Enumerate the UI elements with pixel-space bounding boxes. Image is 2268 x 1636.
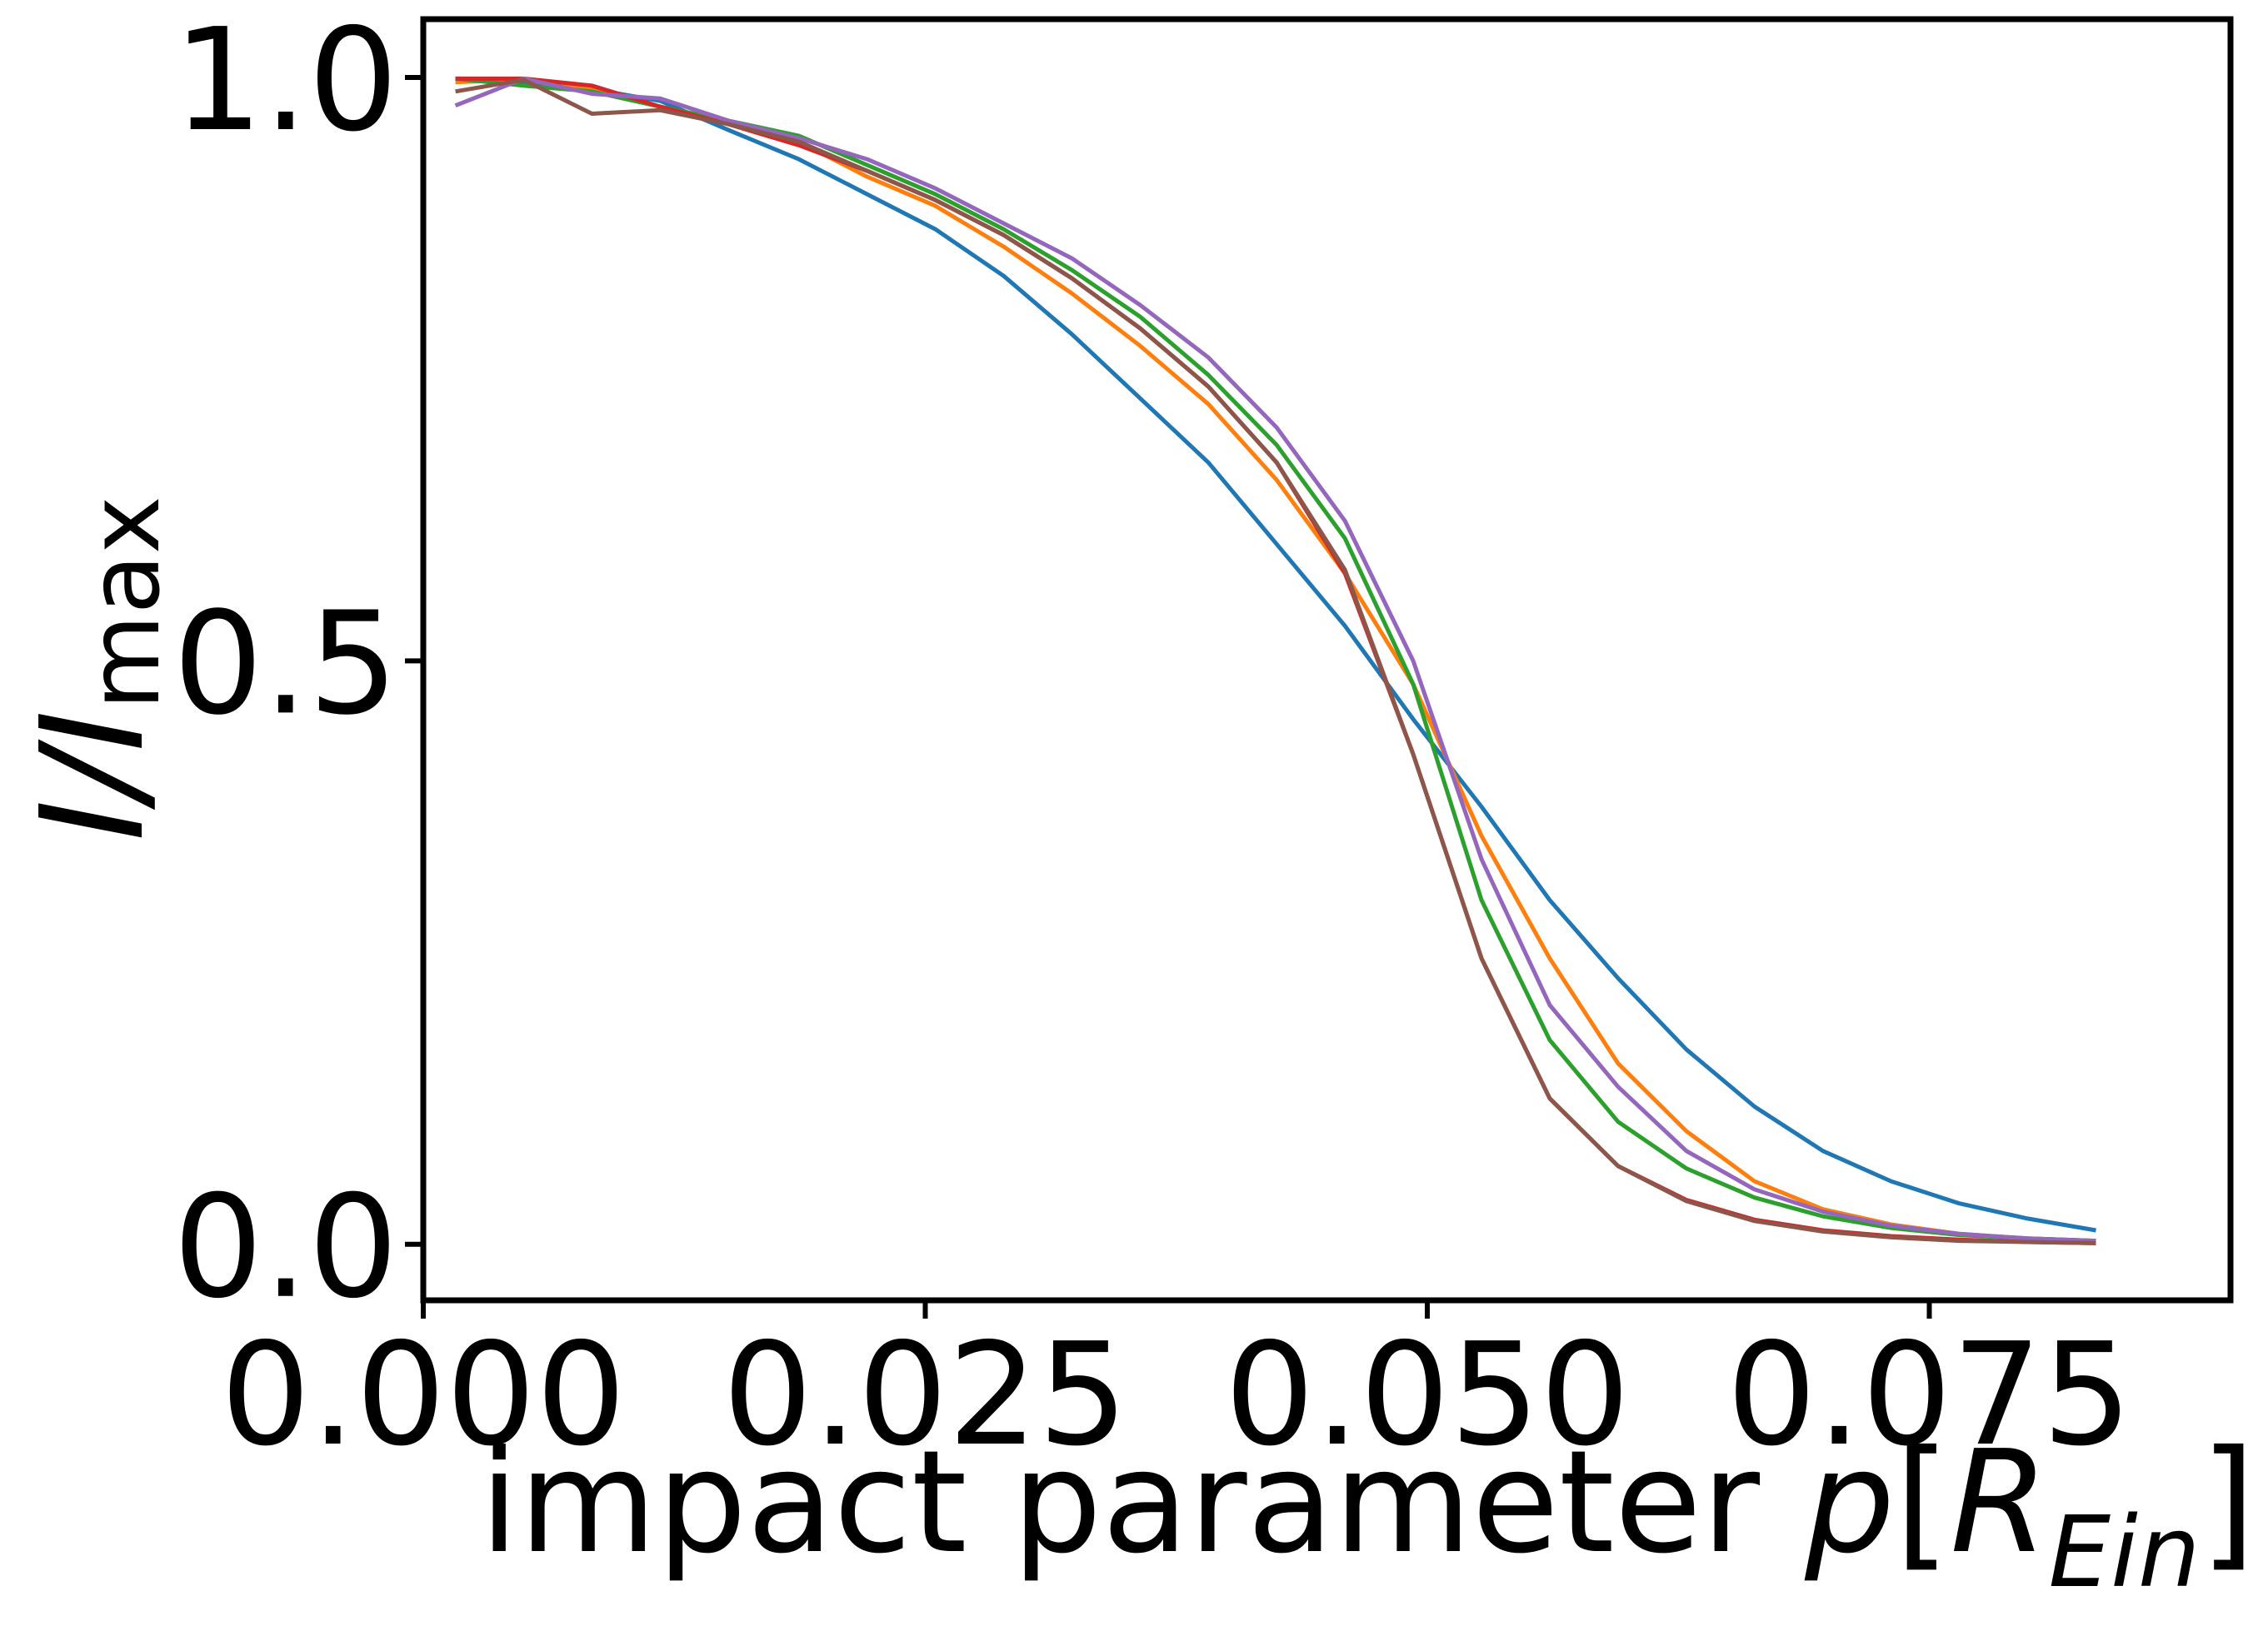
x-axis-title-unit: R — [1950, 1420, 2048, 1585]
x-tick-label: 0.000 — [221, 1313, 627, 1478]
x-axis-title-unit-close: ] — [2201, 1420, 2256, 1585]
plot-frame — [420, 16, 2234, 1304]
y-axis-title: I/Imax — [11, 496, 182, 841]
x-tick-label: 0.025 — [722, 1313, 1128, 1478]
x-axis-title-variable: p — [1804, 1420, 1895, 1585]
series-line-2 — [455, 77, 2096, 1244]
y-tick-label: 0.5 — [173, 581, 398, 746]
y-axis-title-main: I/I — [11, 710, 176, 841]
y-tick-label: 1.0 — [173, 0, 398, 163]
ticks-layer: 0.000 0.025 0.050 0.075 0.0 0.5 1.0 — [173, 0, 2132, 1478]
x-axis-title-unit-open: [ — [1895, 1420, 1950, 1585]
series-line-6 — [455, 77, 2096, 1245]
series-line-5 — [454, 76, 2096, 1244]
x-axis-title-prefix: impact parameter — [480, 1420, 1806, 1585]
x-tick-label: 0.050 — [1225, 1313, 1631, 1478]
series-layer — [454, 76, 2096, 1245]
y-tick-label: 0.0 — [173, 1165, 398, 1330]
series-line-1 — [455, 76, 2096, 1233]
x-axis-title-unit-sub: Ein — [2049, 1494, 2201, 1609]
y-axis-title-sub: max — [67, 496, 182, 710]
series-line-3 — [455, 76, 2096, 1244]
x-axis-title: impact parameter p[REin] — [480, 1420, 2256, 1609]
x-tick-label: 0.075 — [1726, 1313, 2132, 1478]
series-line-4 — [455, 76, 2096, 1245]
